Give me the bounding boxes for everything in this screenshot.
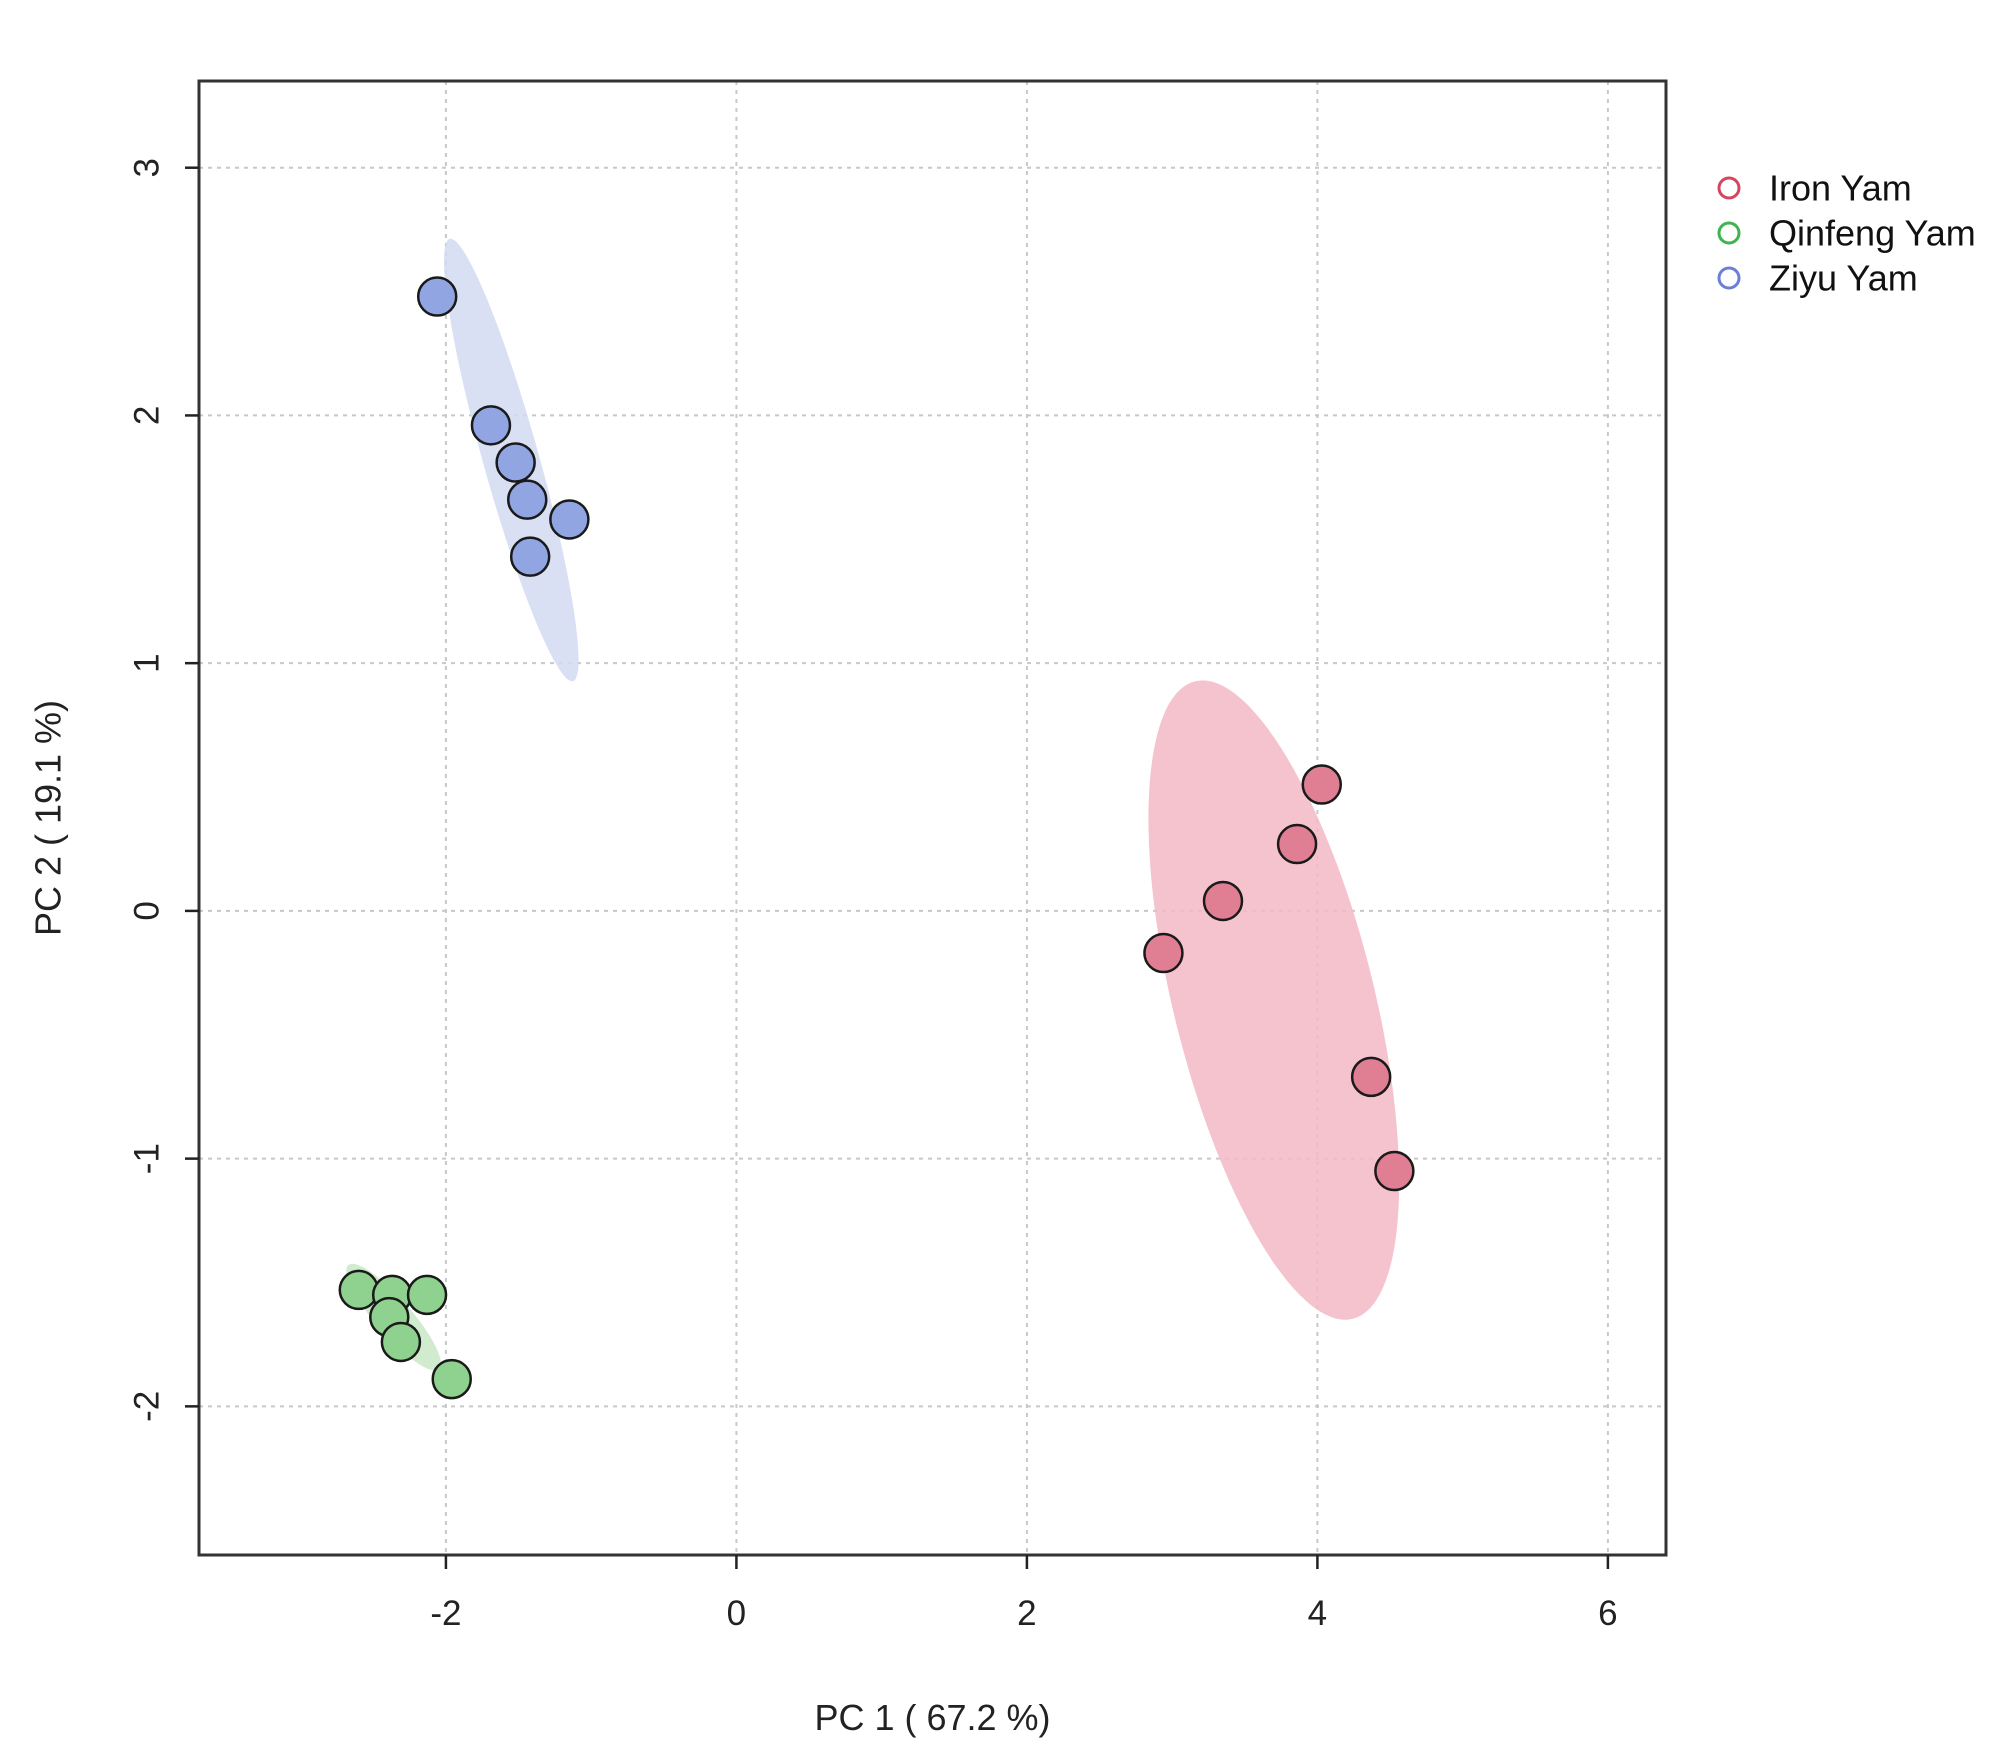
legend-marker-ziyu-yam — [1717, 266, 1741, 290]
x-tick-label: 6 — [1598, 1594, 1617, 1633]
data-points — [338, 276, 1415, 1400]
point-iron-yam — [1276, 823, 1318, 865]
point-iron-yam — [1301, 764, 1343, 805]
y-tick-label: 2 — [128, 406, 167, 425]
legend-marker-qinfeng-yam — [1717, 221, 1741, 245]
point-iron-yam — [1350, 1056, 1392, 1098]
y-tick-label: 3 — [128, 158, 167, 177]
point-ziyu-yam — [509, 536, 551, 577]
point-ziyu-yam — [549, 499, 590, 540]
legend-label: Qinfeng Yam — [1769, 213, 1976, 254]
y-tick-label: -2 — [128, 1391, 167, 1422]
confidence-ellipses — [346, 238, 1400, 1371]
point-iron-yam — [1143, 932, 1184, 974]
legend-label: Iron Yam — [1769, 168, 1912, 209]
y-tick-label: 1 — [128, 653, 167, 672]
x-axis-title: PC 1 ( 67.2 %) — [814, 1697, 1050, 1738]
x-tick-label: 4 — [1308, 1594, 1327, 1633]
x-tick-label: 2 — [1017, 1594, 1036, 1633]
point-qinfeng-yam — [406, 1274, 448, 1316]
ellipse-iron-yam — [1148, 680, 1400, 1320]
plot-frame — [197, 79, 1668, 1557]
y-tick-label: -1 — [128, 1143, 167, 1174]
y-tick-label: 0 — [128, 901, 167, 920]
point-iron-yam — [1374, 1150, 1415, 1192]
axes: -2 0 2 4 6 -2 -1 0 1 2 3 — [128, 158, 1618, 1633]
x-tick-label: 0 — [727, 1594, 746, 1633]
legend-marker-iron-yam — [1717, 176, 1741, 200]
point-qinfeng-yam — [338, 1269, 380, 1311]
x-tick-label: -2 — [430, 1594, 461, 1633]
point-ziyu-yam — [507, 479, 548, 520]
point-ziyu-yam — [470, 405, 512, 446]
y-axis-title: PC 2 ( 19.1 %) — [28, 700, 69, 936]
point-ziyu-yam — [416, 276, 458, 317]
point-qinfeng-yam — [380, 1321, 422, 1363]
point-qinfeng-yam — [431, 1358, 472, 1400]
legend-label: Ziyu Yam — [1769, 258, 1918, 299]
grid-lines — [199, 81, 1666, 1555]
point-iron-yam — [1202, 880, 1244, 922]
point-ziyu-yam — [495, 442, 536, 483]
